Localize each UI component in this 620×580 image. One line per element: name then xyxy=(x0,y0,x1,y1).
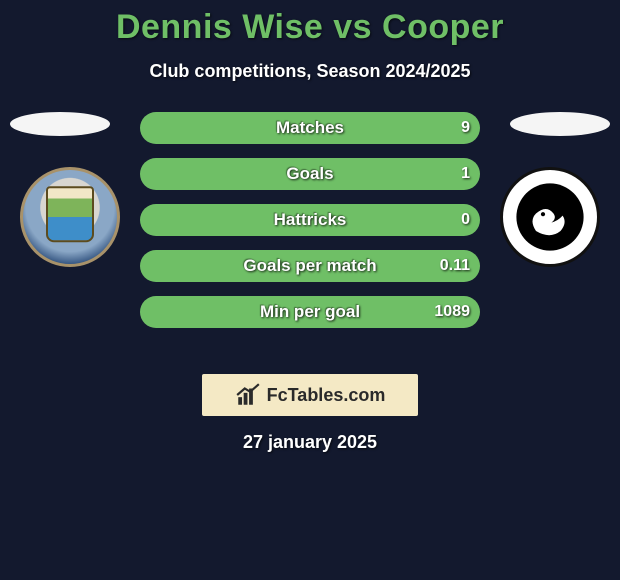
chart-icon xyxy=(235,382,261,408)
swan-icon xyxy=(515,182,585,252)
stat-bar: Matches 9 xyxy=(140,112,480,144)
bar-label: Goals xyxy=(286,164,333,184)
bar-label: Hattricks xyxy=(274,210,347,230)
bar-value-right: 1 xyxy=(461,165,470,183)
footer-date: 27 january 2025 xyxy=(0,432,620,453)
branding-text: FcTables.com xyxy=(267,385,386,406)
branding-box: FcTables.com xyxy=(202,374,418,416)
stat-bars: Matches 9 Goals 1 Hattricks 0 Goals per match 0… xyxy=(140,112,480,328)
bar-value-right: 1089 xyxy=(434,303,470,321)
page-title: Dennis Wise vs Cooper xyxy=(0,0,620,47)
stat-bar: Goals per match 0.11 xyxy=(140,250,480,282)
stat-bar: Goals 1 xyxy=(140,158,480,190)
bar-value-right: 0 xyxy=(461,211,470,229)
stat-bar: Hattricks 0 xyxy=(140,204,480,236)
player-oval-right xyxy=(510,112,610,136)
club-badge-left xyxy=(20,167,120,267)
bar-value-right: 0.11 xyxy=(440,257,470,275)
bar-label: Min per goal xyxy=(260,302,360,322)
bar-label: Matches xyxy=(276,118,344,138)
bar-value-right: 9 xyxy=(461,119,470,137)
player-oval-left xyxy=(10,112,110,136)
club-badge-right xyxy=(500,167,600,267)
bar-label: Goals per match xyxy=(243,256,376,276)
page-subtitle: Club competitions, Season 2024/2025 xyxy=(0,61,620,82)
stat-bar: Min per goal 1089 xyxy=(140,296,480,328)
comparison-stage: Matches 9 Goals 1 Hattricks 0 Goals per match 0… xyxy=(0,112,620,352)
